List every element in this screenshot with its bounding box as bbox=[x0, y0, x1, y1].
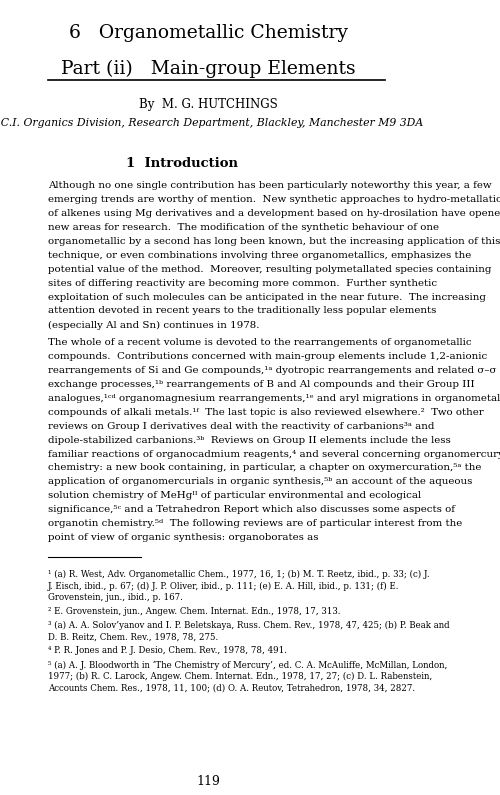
Text: reviews on Group I derivatives deal with the reactivity of carbanions³ᵃ and: reviews on Group I derivatives deal with… bbox=[48, 421, 434, 431]
Text: I.C.I. Organics Division, Research Department, Blackley, Manchester M9 3DA: I.C.I. Organics Division, Research Depar… bbox=[0, 118, 424, 128]
Text: compounds.  Contributions concerned with main-group elements include 1,2-anionic: compounds. Contributions concerned with … bbox=[48, 352, 487, 361]
Text: exchange processes,¹ᵇ rearrangements of B and Al compounds and their Group III: exchange processes,¹ᵇ rearrangements of … bbox=[48, 380, 474, 389]
Text: 119: 119 bbox=[196, 775, 220, 788]
Text: The whole of a recent volume is devoted to the rearrangements of organometallic: The whole of a recent volume is devoted … bbox=[48, 338, 471, 347]
Text: ² E. Grovenstein, jun., Angew. Chem. Internat. Edn., 1978, 17, 313.: ² E. Grovenstein, jun., Angew. Chem. Int… bbox=[48, 607, 340, 616]
Text: Although no one single contribution has been particularly noteworthy this year, : Although no one single contribution has … bbox=[48, 181, 491, 190]
Text: emerging trends are worthy of mention.  New synthetic approaches to hydro-metall: emerging trends are worthy of mention. N… bbox=[48, 196, 500, 204]
Text: Part (ii)   Main-group Elements: Part (ii) Main-group Elements bbox=[62, 60, 356, 78]
Text: solution chemistry of MeHgᴵᴵ of particular environmental and ecological: solution chemistry of MeHgᴵᴵ of particul… bbox=[48, 491, 420, 500]
Text: organometallic by a second has long been known, but the increasing application o: organometallic by a second has long been… bbox=[48, 237, 500, 246]
Text: ³ (a) A. A. Solov’yanov and I. P. Beletskaya, Russ. Chem. Rev., 1978, 47, 425; (: ³ (a) A. A. Solov’yanov and I. P. Belets… bbox=[48, 621, 449, 630]
Text: analogues,¹ᶜᵈ organomagnesium rearrangements,¹ᵉ and aryl migrations in organomet: analogues,¹ᶜᵈ organomagnesium rearrangem… bbox=[48, 394, 500, 403]
Text: familiar reactions of organocadmium reagents,⁴ and several concerning organomerc: familiar reactions of organocadmium reag… bbox=[48, 449, 500, 459]
Text: ⁵ (a) A. J. Bloodworth in ‘The Chemistry of Mercury’, ed. C. A. McAuliffe, McMil: ⁵ (a) A. J. Bloodworth in ‘The Chemistry… bbox=[48, 660, 447, 669]
Text: organotin chemistry.⁵ᵈ  The following reviews are of particular interest from th: organotin chemistry.⁵ᵈ The following rev… bbox=[48, 519, 462, 528]
Text: 1977; (b) R. C. Larock, Angew. Chem. Internat. Edn., 1978, 17, 27; (c) D. L. Rab: 1977; (b) R. C. Larock, Angew. Chem. Int… bbox=[48, 672, 432, 681]
Text: of alkenes using Mg derivatives and a development based on hy-drosilation have o: of alkenes using Mg derivatives and a de… bbox=[48, 209, 500, 218]
Text: 1  Introduction: 1 Introduction bbox=[126, 157, 238, 170]
Text: point of view of organic synthesis: organoborates as: point of view of organic synthesis: orga… bbox=[48, 533, 318, 542]
Text: J. Eisch, ibid., p. 67; (d) J. P. Oliver, ibid., p. 111; (e) E. A. Hill, ibid., : J. Eisch, ibid., p. 67; (d) J. P. Oliver… bbox=[48, 581, 399, 591]
Text: technique, or even combinations involving three organometallics, emphasizes the: technique, or even combinations involvin… bbox=[48, 251, 471, 260]
Text: chemistry: a new book containing, in particular, a chapter on oxymercuration,⁵ᵃ : chemistry: a new book containing, in par… bbox=[48, 463, 481, 472]
Text: ⁴ P. R. Jones and P. J. Desio, Chem. Rev., 1978, 78, 491.: ⁴ P. R. Jones and P. J. Desio, Chem. Rev… bbox=[48, 646, 286, 655]
Text: dipole-stabilized carbanions.³ᵇ  Reviews on Group II elements include the less: dipole-stabilized carbanions.³ᵇ Reviews … bbox=[48, 436, 450, 444]
Text: D. B. Reitz, Chem. Rev., 1978, 78, 275.: D. B. Reitz, Chem. Rev., 1978, 78, 275. bbox=[48, 632, 218, 642]
Text: 6   Organometallic Chemistry: 6 Organometallic Chemistry bbox=[69, 24, 348, 42]
Text: Grovenstein, jun., ibid., p. 167.: Grovenstein, jun., ibid., p. 167. bbox=[48, 593, 182, 602]
Text: potential value of the method.  Moreover, resulting polymetallated species conta: potential value of the method. Moreover,… bbox=[48, 265, 491, 273]
Text: ¹ (a) R. West, Adv. Organometallic Chem., 1977, 16, 1; (b) M. T. Reetz, ibid., p: ¹ (a) R. West, Adv. Organometallic Chem.… bbox=[48, 570, 429, 579]
Text: By  M. G. HUTCHINGS: By M. G. HUTCHINGS bbox=[140, 98, 278, 111]
Text: sites of differing reactivity are becoming more common.  Further synthetic: sites of differing reactivity are becomi… bbox=[48, 279, 436, 288]
Text: exploitation of such molecules can be anticipated in the near future.  The incre: exploitation of such molecules can be an… bbox=[48, 293, 486, 301]
Text: attention devoted in recent years to the traditionally less popular elements: attention devoted in recent years to the… bbox=[48, 306, 436, 316]
Text: (especially Al and Sn) continues in 1978.: (especially Al and Sn) continues in 1978… bbox=[48, 320, 259, 329]
Text: significance,⁵ᶜ and a Tetrahedron Report which also discusses some aspects of: significance,⁵ᶜ and a Tetrahedron Report… bbox=[48, 505, 454, 514]
Text: Accounts Chem. Res., 1978, 11, 100; (d) O. A. Reutov, Tetrahedron, 1978, 34, 282: Accounts Chem. Res., 1978, 11, 100; (d) … bbox=[48, 683, 414, 692]
Text: new areas for research.  The modification of the synthetic behaviour of one: new areas for research. The modification… bbox=[48, 223, 438, 232]
Text: application of organomercurials in organic synthesis,⁵ᵇ an account of the aqueou: application of organomercurials in organ… bbox=[48, 477, 472, 487]
Text: rearrangements of Si and Ge compounds,¹ᵃ dyotropic rearrangements and related σ–: rearrangements of Si and Ge compounds,¹ᵃ… bbox=[48, 366, 496, 375]
Text: compounds of alkali metals.¹ᶠ  The last topic is also reviewed elsewhere.²  Two : compounds of alkali metals.¹ᶠ The last t… bbox=[48, 408, 483, 417]
